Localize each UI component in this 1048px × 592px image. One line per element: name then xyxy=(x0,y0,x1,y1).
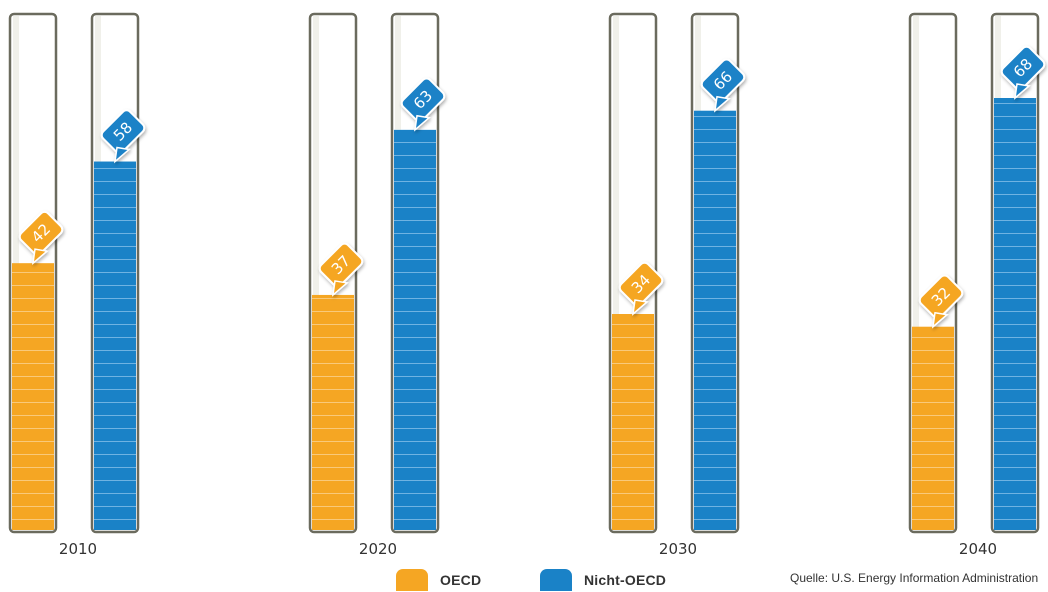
bar-oecd-2020 xyxy=(312,294,354,530)
tube-shade-oecd-2030 xyxy=(613,16,619,530)
bar-oecd-2040 xyxy=(912,326,954,530)
data-label-oecd-2040: 32 xyxy=(918,274,964,329)
bar-non-oecd-2020 xyxy=(394,129,436,530)
bar-oecd-2010 xyxy=(12,263,54,530)
legend-label-oecd: OECD xyxy=(440,572,482,588)
data-label-non-oecd-2020: 63 xyxy=(400,77,446,132)
data-label-non-oecd-2030: 66 xyxy=(700,58,746,113)
x-tick-label-2030: 2030 xyxy=(659,540,697,558)
legend-swatch-non-oecd xyxy=(540,569,572,591)
source-note: Quelle: U.S. Energy Information Administ… xyxy=(790,571,1039,585)
bar-non-oecd-2010 xyxy=(94,161,136,530)
legend-item-non-oecd: Nicht-OECD xyxy=(540,568,666,592)
data-label-oecd-2020: 37 xyxy=(318,242,364,297)
data-label-non-oecd-2040: 68 xyxy=(1000,45,1046,100)
tube-shade-oecd-2040 xyxy=(913,16,919,530)
data-label-oecd-2010: 42 xyxy=(18,210,64,266)
legend-item-oecd: OECD xyxy=(396,568,481,592)
bar-oecd-2030 xyxy=(612,314,654,530)
legend-swatch-oecd xyxy=(396,569,428,591)
bar-non-oecd-2030 xyxy=(694,110,736,531)
legend-label-non-oecd: Nicht-OECD xyxy=(584,572,667,588)
bar-non-oecd-2040 xyxy=(994,98,1036,530)
legend: OECD Nicht-OECD xyxy=(0,568,1048,592)
x-tick-label-2040: 2040 xyxy=(959,540,997,558)
x-tick-label-2010: 2010 xyxy=(59,540,97,558)
tube-shade-oecd-2020 xyxy=(313,16,319,530)
data-label-oecd-2030: 34 xyxy=(618,261,664,316)
data-label-non-oecd-2010: 58 xyxy=(100,109,146,164)
x-tick-label-2020: 2020 xyxy=(359,540,397,558)
